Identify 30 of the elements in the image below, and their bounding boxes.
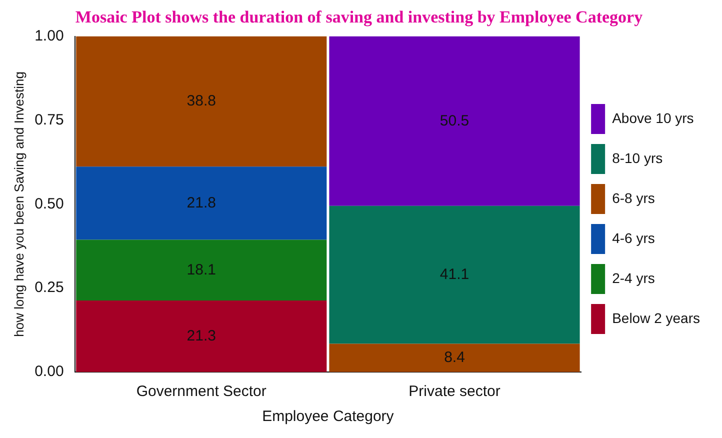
legend-label: 4-6 yrs — [612, 230, 655, 246]
bar — [76, 300, 327, 372]
annotation: 21.8 — [186, 194, 216, 212]
y-tick-label: 0.75 — [34, 111, 64, 128]
y-tick-label: 0.25 — [34, 279, 64, 296]
bar — [76, 36, 327, 167]
y-tick-label: 1.00 — [34, 28, 64, 45]
legend-label: Below 2 years — [612, 310, 700, 326]
annotation: 8.4 — [444, 349, 465, 366]
legend-label: Above 10 yrs — [612, 110, 694, 126]
annotation: 41.1 — [440, 266, 470, 283]
y-axis-title: how long have you been Saving and Investing — [11, 72, 26, 337]
annotation: 18.1 — [186, 261, 216, 278]
x-tick-label: Private sector — [408, 383, 500, 400]
y-tick-label: 0.00 — [34, 363, 64, 380]
legend-label: 6-8 yrs — [612, 190, 655, 206]
annotation: 21.3 — [186, 327, 216, 344]
bar — [329, 36, 580, 206]
chart-title: Mosaic Plot shows the duration of saving and investing by Employee Category — [75, 8, 644, 27]
annotation: 50.5 — [440, 112, 470, 130]
x-axis-title: Employee Category — [262, 408, 394, 426]
legend-label: 8-10 yrs — [612, 150, 663, 166]
bar — [76, 166, 327, 240]
y-tick-label: 0.50 — [34, 195, 64, 212]
annotation: 38.8 — [186, 92, 216, 110]
bar — [329, 344, 580, 372]
bar — [76, 240, 327, 301]
bar — [329, 206, 580, 344]
x-tick-label: Government Sector — [136, 383, 266, 400]
legend-label: 2-4 yrs — [612, 270, 655, 286]
